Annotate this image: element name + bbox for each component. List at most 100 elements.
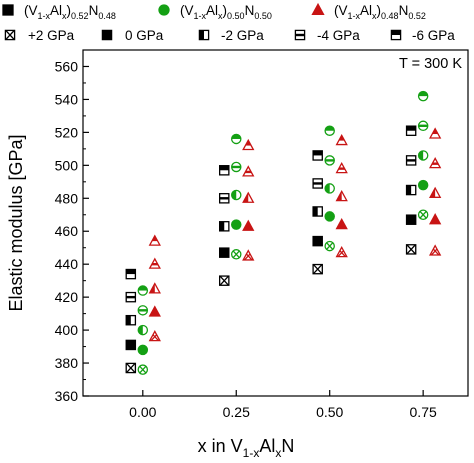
data-point xyxy=(405,214,417,225)
legend-pressure-4: -6 GPa xyxy=(390,28,455,43)
data-point xyxy=(335,218,348,230)
legend-pressure-0-label: +2 GPa xyxy=(28,28,75,43)
legend-pressure-0: +2 GPa xyxy=(4,28,75,43)
data-point xyxy=(242,219,255,231)
y-tick-label-420: 420 xyxy=(55,289,79,305)
data-point xyxy=(148,282,161,294)
legend-pressure-1-marker xyxy=(101,29,113,41)
legend-pressure-4-marker xyxy=(390,29,402,41)
data-point xyxy=(335,161,348,174)
data-point xyxy=(219,165,230,176)
x-axis: 0.00 0.25 0.50 0.75 xyxy=(129,390,437,420)
data-point xyxy=(417,120,429,132)
y-axis: 360 380 400 420 440 460 480 500 520 540 560 xyxy=(55,58,89,404)
x-tick-label-0: 0.00 xyxy=(129,404,156,420)
data-point xyxy=(219,275,230,286)
legend-pressure-3-label: -4 GPa xyxy=(317,28,360,43)
data-point xyxy=(417,90,429,102)
y-axis-title: Elastic modulus [GPa] xyxy=(6,134,26,311)
data-point xyxy=(428,127,442,139)
data-point xyxy=(231,161,242,173)
data-point xyxy=(231,219,242,230)
legend-pressure-3: -4 GPa xyxy=(294,28,360,43)
data-point xyxy=(148,305,161,317)
temperature-annotation: T = 300 K xyxy=(399,56,462,72)
data-point xyxy=(242,138,255,151)
data-point xyxy=(125,339,137,351)
legend-composition-1-label: (V1-xAlx)0.50N0.50 xyxy=(180,3,272,21)
data-point xyxy=(125,362,137,374)
legend-pressure-3-marker xyxy=(294,29,306,41)
y-tick-label-480: 480 xyxy=(55,190,79,206)
data-point xyxy=(219,193,230,204)
data-point xyxy=(231,189,242,201)
data-point xyxy=(312,206,323,217)
data-point xyxy=(335,133,348,146)
legend-composition-0: (V1-xAlx)0.52N0.48 xyxy=(2,3,116,21)
data-point xyxy=(405,125,417,136)
data-point xyxy=(219,221,230,232)
y-tick-label-380: 380 xyxy=(55,355,79,371)
data-point xyxy=(428,157,442,169)
legend-pressure-1: 0 GPa xyxy=(101,28,164,43)
legend-pressure-4-label: -6 GPa xyxy=(412,28,455,43)
y-tick-label-560: 560 xyxy=(55,58,79,74)
data-point xyxy=(312,150,323,161)
y-tick-label-500: 500 xyxy=(55,157,79,173)
legend-composition-2-marker xyxy=(311,2,325,15)
legend-pressure-1-label: 0 GPa xyxy=(125,28,164,43)
legend-composition-1-marker xyxy=(158,4,170,16)
legend-composition-0-marker xyxy=(2,4,14,16)
data-point xyxy=(417,179,429,191)
legend-pressure-2-marker xyxy=(198,29,210,41)
data-point xyxy=(312,235,323,247)
data-point xyxy=(428,186,442,198)
x-tick-label-3: 0.75 xyxy=(410,404,437,420)
legend-pressure-2-label: -2 GPa xyxy=(221,28,264,43)
legend-pressure-2: -2 GPa xyxy=(198,28,264,43)
y-tick-label-360: 360 xyxy=(55,388,79,404)
legend-composition-1: (V1-xAlx)0.50N0.50 xyxy=(158,3,272,21)
y-tick-label-520: 520 xyxy=(55,124,79,140)
data-point xyxy=(125,268,137,280)
data-point xyxy=(242,191,255,203)
data-point xyxy=(428,213,442,225)
data-point xyxy=(324,125,335,136)
legend-pressure-0-marker xyxy=(4,29,16,41)
data-point xyxy=(324,155,335,166)
y-tick-label-440: 440 xyxy=(55,256,79,272)
legend-composition-2: (V1-xAlx)0.48N0.52 xyxy=(311,2,426,21)
data-point xyxy=(231,133,242,145)
y-tick-label-540: 540 xyxy=(55,91,79,107)
data-point xyxy=(137,344,149,356)
legend: (V1-xAlx)0.52N0.48 (V1-xAlx)0.50N0.50 (V… xyxy=(2,2,455,43)
data-point xyxy=(137,324,149,336)
data-point xyxy=(405,184,417,196)
plot-frame xyxy=(82,49,469,397)
data-point xyxy=(137,285,149,296)
data-point xyxy=(125,314,137,326)
x-tick-label-1: 0.25 xyxy=(223,404,250,420)
data-point xyxy=(148,257,161,269)
y-tick-label-400: 400 xyxy=(55,322,79,338)
legend-composition-2-label: (V1-xAlx)0.48N0.52 xyxy=(334,3,426,21)
data-point xyxy=(125,291,137,303)
data-point xyxy=(405,155,417,166)
x-axis-title: x in V1-xAlxN xyxy=(198,436,295,460)
legend-composition-0-label: (V1-xAlx)0.52N0.48 xyxy=(24,3,116,21)
data-point xyxy=(324,211,335,222)
data-point xyxy=(219,247,230,258)
data-point xyxy=(335,189,348,202)
data-point xyxy=(405,244,417,255)
data-point xyxy=(417,150,429,161)
data-point xyxy=(324,183,335,194)
data-points xyxy=(125,90,442,375)
data-point xyxy=(148,234,161,246)
data-point xyxy=(312,263,323,275)
data-point xyxy=(137,305,149,316)
data-point xyxy=(312,178,323,189)
x-tick-label-2: 0.50 xyxy=(316,404,343,420)
y-tick-label-460: 460 xyxy=(55,223,79,239)
